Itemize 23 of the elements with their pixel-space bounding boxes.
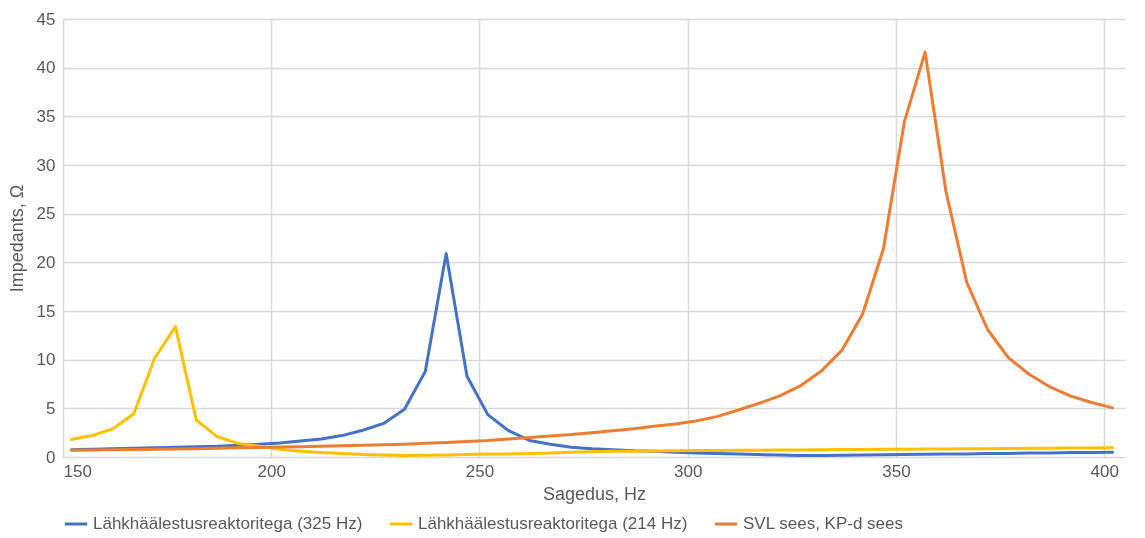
x-tick-label: 400 [1090, 461, 1119, 481]
y-tick-label: 0 [46, 447, 56, 467]
x-axis-title: Sagedus, Hz [542, 483, 647, 504]
y-tick-label: 35 [36, 106, 56, 126]
legend-label: SVL sees, KP-d sees [743, 514, 904, 533]
x-tick-label: 350 [882, 461, 911, 481]
y-axis-title: Impedants, Ω [6, 184, 27, 293]
legend-label: Lähkhäälestusreaktoritega (325 Hz) [93, 514, 363, 533]
y-tick-label: 30 [36, 155, 56, 175]
y-tick-label: 25 [36, 204, 56, 224]
x-tick-label: 150 [63, 461, 92, 481]
legend-label: Lähkhäälestusreaktoritega (214 Hz) [418, 514, 688, 533]
y-tick-label: 15 [36, 301, 56, 321]
line-series [69, 325, 1115, 457]
y-tick-label: 40 [36, 58, 56, 78]
x-tick-label: 200 [257, 461, 286, 481]
line-series [69, 50, 1115, 452]
y-tick-label: 45 [36, 9, 56, 29]
y-tick-label: 5 [46, 398, 56, 418]
y-tick-label: 10 [36, 350, 56, 370]
x-tick-label: 300 [674, 461, 703, 481]
x-tick-label: 250 [465, 461, 495, 481]
y-tick-label: 20 [36, 252, 56, 272]
